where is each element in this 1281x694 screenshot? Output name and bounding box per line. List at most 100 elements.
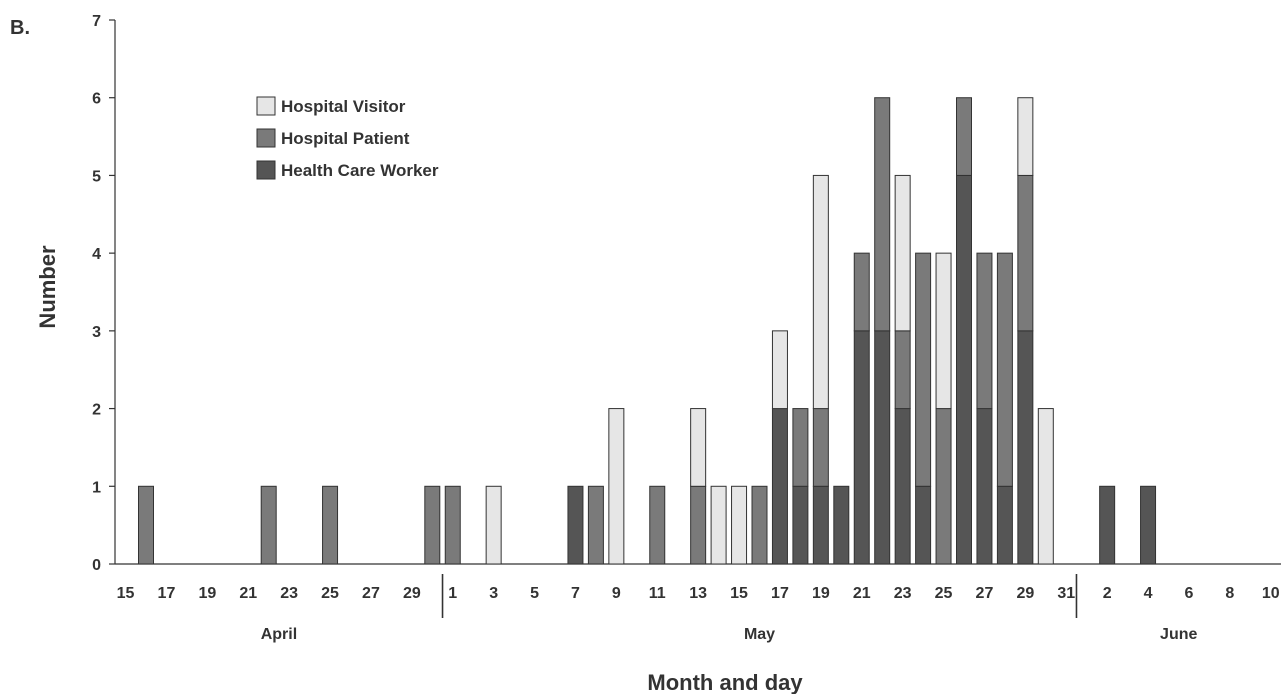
bar-segment-hospital-visitor xyxy=(690,408,707,487)
x-tick-label: 8 xyxy=(1225,585,1234,602)
bar-segment-hospital-patient xyxy=(812,408,829,487)
bar-segment-health-care-worker xyxy=(792,485,809,565)
x-tick-label: 13 xyxy=(689,585,707,602)
bar-segment-health-care-worker xyxy=(1099,485,1116,565)
bar-segment-hospital-visitor xyxy=(1037,408,1054,565)
x-tick-label: 15 xyxy=(730,585,748,602)
x-tick-label: 6 xyxy=(1184,585,1193,602)
x-tick-label: 7 xyxy=(571,585,580,602)
bar-segment-hospital-patient xyxy=(751,485,768,565)
bar-segment-health-care-worker xyxy=(874,330,891,565)
bar-segment-hospital-visitor xyxy=(710,485,727,565)
bar-segment-hospital-visitor xyxy=(485,485,502,565)
x-tick-label: 5 xyxy=(530,585,539,602)
bar-segment-hospital-patient xyxy=(690,485,707,565)
x-tick-label: 1 xyxy=(448,585,457,602)
bar-segment-health-care-worker xyxy=(771,408,788,565)
month-label: May xyxy=(744,626,775,643)
x-tick-label: 4 xyxy=(1144,585,1153,602)
x-tick-label: 21 xyxy=(239,585,257,602)
y-tick-label: 4 xyxy=(92,246,101,263)
x-axis-title: Month and day xyxy=(647,670,803,694)
bar-segment-hospital-patient xyxy=(424,485,441,565)
bar-segment-health-care-worker xyxy=(915,485,932,565)
legend-label: Health Care Worker xyxy=(281,161,439,180)
bar-segment-hospital-visitor xyxy=(1017,97,1034,176)
y-tick-label: 0 xyxy=(92,557,101,574)
x-tick-label: 31 xyxy=(1057,585,1075,602)
bar-segment-hospital-patient xyxy=(853,252,870,332)
x-tick-label: 3 xyxy=(489,585,498,602)
x-axis: 15 17 19 21 23 25 27 29 1 3 5 7 9 11 13 15 17 19 21 23 25 27 2… xyxy=(117,574,1280,643)
x-tick-label: 10 xyxy=(1262,585,1280,602)
bar-segment-health-care-worker xyxy=(812,485,829,565)
bar-segment-hospital-patient xyxy=(996,252,1013,487)
bar-segment-hospital-patient xyxy=(138,485,154,565)
x-tick-label: 19 xyxy=(812,585,830,602)
legend: Hospital Visitor Hospital Patient Health C… xyxy=(256,96,439,180)
bar-segment-health-care-worker xyxy=(833,485,850,565)
bar-segment-health-care-worker xyxy=(567,485,584,565)
bar-segment-health-care-worker xyxy=(1017,330,1034,565)
x-tick-label: 23 xyxy=(280,585,298,602)
x-tick-label: 17 xyxy=(158,585,176,602)
bar-segment-health-care-worker xyxy=(1140,485,1157,565)
bar-segment-hospital-patient xyxy=(587,485,604,565)
bar-segment-hospital-patient xyxy=(874,97,891,332)
bar-segment-hospital-patient xyxy=(894,330,911,410)
x-tick-label: 25 xyxy=(321,585,339,602)
bar-segment-hospital-patient xyxy=(649,485,666,565)
x-tick-label: 29 xyxy=(403,585,421,602)
y-tick-label: 3 xyxy=(92,324,101,341)
legend-label: Hospital Visitor xyxy=(281,97,406,116)
legend-label: Hospital Patient xyxy=(281,129,410,148)
panel-label: B. xyxy=(10,17,30,39)
bar-segment-health-care-worker xyxy=(976,408,993,565)
bar-segment-hospital-patient xyxy=(444,485,461,565)
y-tick-label: 5 xyxy=(92,168,101,185)
bar-segment-health-care-worker xyxy=(853,330,870,565)
legend-swatch xyxy=(256,96,276,116)
x-tick-label: 19 xyxy=(198,585,216,602)
bar-segment-hospital-visitor xyxy=(771,330,788,410)
legend-swatch xyxy=(256,128,276,148)
bar-segment-hospital-patient xyxy=(322,485,339,565)
bar-segment-hospital-patient xyxy=(935,408,952,565)
x-tick-label: 21 xyxy=(853,585,871,602)
bar-segment-hospital-patient xyxy=(792,408,809,487)
x-tick-label: 9 xyxy=(612,585,621,602)
y-tick-label: 6 xyxy=(92,91,101,108)
bar-segment-hospital-patient xyxy=(915,252,932,487)
x-tick-label: 27 xyxy=(362,585,380,602)
x-tick-label: 25 xyxy=(935,585,953,602)
y-tick-label: 1 xyxy=(92,479,101,496)
bar-segment-hospital-patient xyxy=(976,252,993,410)
x-tick-label: 27 xyxy=(976,585,994,602)
x-tick-label: 15 xyxy=(117,585,135,602)
bar-segment-health-care-worker xyxy=(894,408,911,565)
y-tick-label: 7 xyxy=(92,13,101,30)
bar-segment-hospital-visitor xyxy=(935,252,952,410)
x-tick-label: 11 xyxy=(649,585,666,602)
x-tick-label: 2 xyxy=(1103,585,1112,602)
y-axis-title: Number xyxy=(35,245,60,329)
bar-segment-hospital-patient xyxy=(1017,174,1034,332)
y-axis: 0 1 2 3 4 5 6 7 xyxy=(92,13,1281,574)
x-tick-label: 17 xyxy=(771,585,789,602)
y-tick-label: 2 xyxy=(92,402,101,419)
bar-segment-health-care-worker xyxy=(956,174,972,565)
x-tick-label: 23 xyxy=(894,585,912,602)
x-tick-label: 29 xyxy=(1016,585,1034,602)
bar-segment-hospital-visitor xyxy=(608,408,625,565)
bar-segment-hospital-visitor xyxy=(731,485,748,565)
bar-segment-health-care-worker xyxy=(996,485,1013,565)
bar-segment-hospital-visitor xyxy=(812,174,829,410)
bar-segment-hospital-visitor xyxy=(894,174,911,332)
bar-segment-hospital-patient xyxy=(956,97,972,176)
legend-swatch xyxy=(256,160,276,180)
bars xyxy=(138,97,1157,565)
month-label: April xyxy=(261,626,297,643)
month-label: June xyxy=(1160,626,1197,643)
bar-segment-hospital-patient xyxy=(260,485,277,565)
